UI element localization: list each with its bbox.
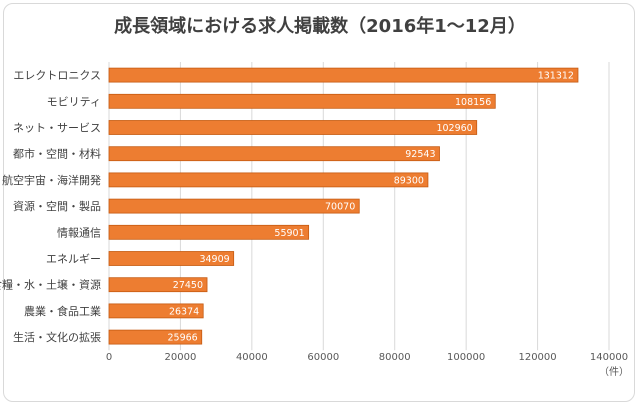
bar xyxy=(108,172,429,188)
x-tick-label: 20000 xyxy=(165,352,197,363)
bar xyxy=(108,251,235,266)
x-tick-label: 40000 xyxy=(236,352,268,363)
data-label: 108156 xyxy=(455,97,491,108)
bar xyxy=(108,146,440,162)
category-labels: エレクトロニクスモビリティネット・サービス都市・空間・材料航空宇宙・海洋開発資源… xyxy=(0,69,101,344)
bar xyxy=(108,198,360,214)
x-tick-label: 0 xyxy=(106,352,112,363)
category-label: 都市・空間・材料 xyxy=(13,147,101,161)
bar xyxy=(108,277,208,293)
data-label: 70070 xyxy=(325,202,355,213)
data-label: 34909 xyxy=(199,254,229,265)
bars: 131312 108156 102960 92543 89300 70070 55901 34… xyxy=(108,67,579,345)
x-axis-ticks: 0 20000 40000 60000 80000 100000 120000 140000 xyxy=(106,352,628,363)
x-tick-label: 80000 xyxy=(379,352,411,363)
bar xyxy=(108,120,478,135)
bar xyxy=(108,329,203,345)
bar xyxy=(108,224,310,240)
bar xyxy=(108,93,496,109)
data-label: 102960 xyxy=(436,123,472,134)
data-label: 27450 xyxy=(173,280,203,291)
category-label: ネット・サービス xyxy=(13,122,101,135)
category-label: モビリティ xyxy=(47,95,101,108)
x-axis-unit: （件） xyxy=(599,366,629,378)
category-label: 食糧・水・土壌・資源 xyxy=(0,278,101,292)
category-label: 生活・文化の拡張 xyxy=(13,330,101,344)
category-label: エネルギー xyxy=(46,253,101,266)
category-label: 航空宇宙・海洋開発 xyxy=(2,173,101,187)
x-tick-label: 120000 xyxy=(518,352,556,363)
bar xyxy=(108,67,579,83)
data-label: 131312 xyxy=(538,71,574,82)
x-tick-label: 140000 xyxy=(590,352,628,363)
bar xyxy=(108,303,204,319)
data-label: 55901 xyxy=(274,228,304,239)
data-label: 92543 xyxy=(405,149,435,160)
category-label: 情報通信 xyxy=(57,226,101,239)
category-label: 農業・食品工業 xyxy=(24,304,101,318)
data-label: 89300 xyxy=(394,175,424,186)
category-label: エレクトロニクス xyxy=(13,69,101,82)
data-label: 25966 xyxy=(168,333,198,344)
data-label: 26374 xyxy=(169,306,199,317)
x-tick-label: 100000 xyxy=(447,352,485,363)
chart-title: 成長領域における求人掲載数（2016年1〜12月） xyxy=(114,16,526,37)
x-tick-label: 60000 xyxy=(307,352,339,363)
category-label: 資源・空間・製品 xyxy=(13,199,101,213)
